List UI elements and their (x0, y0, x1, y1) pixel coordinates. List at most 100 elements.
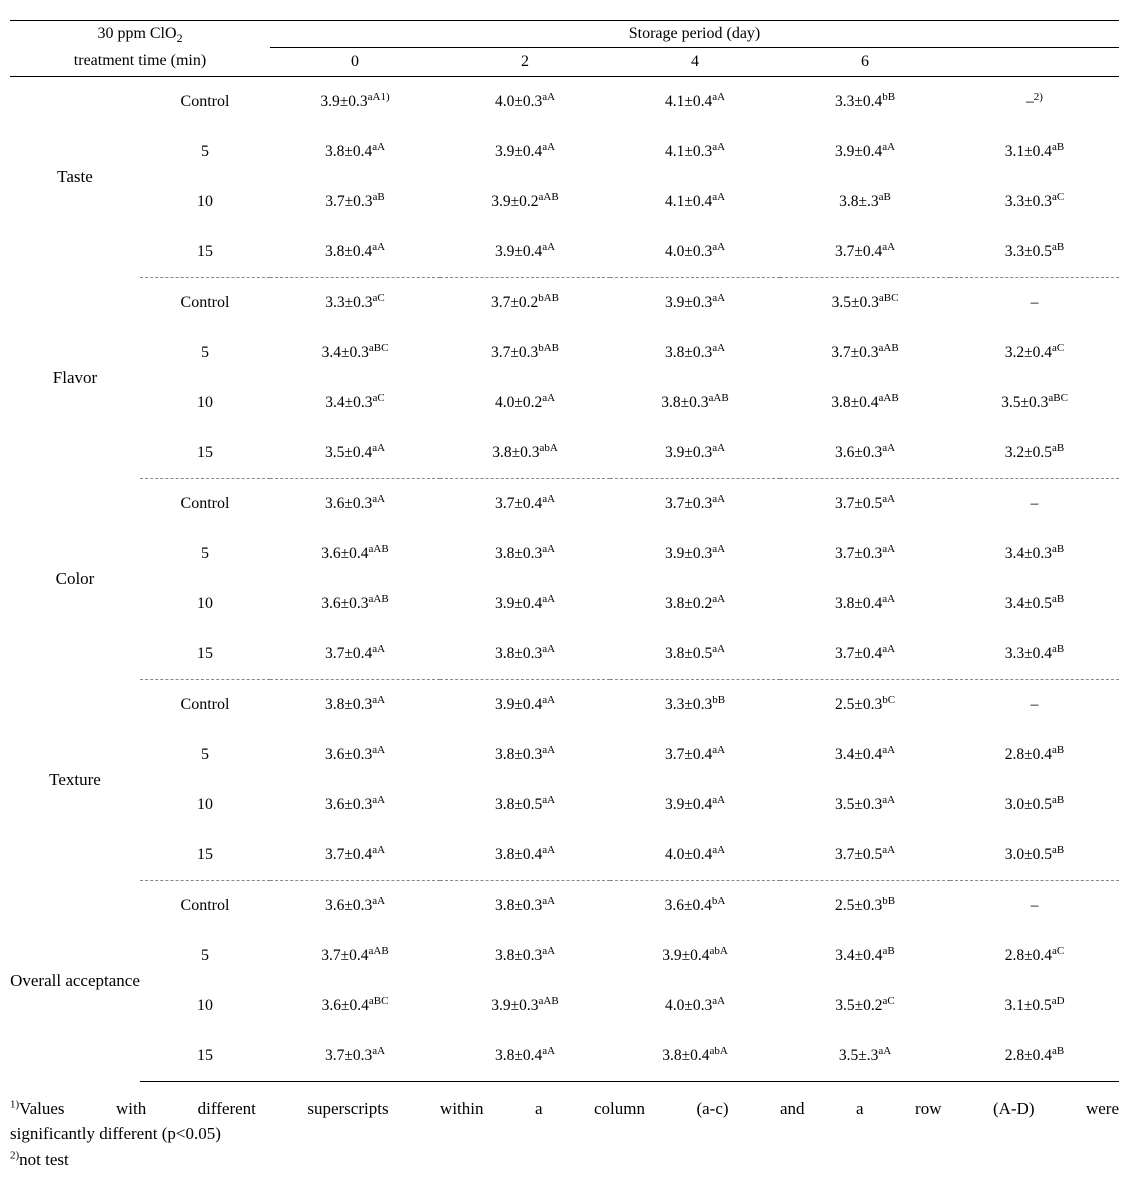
value-cell: 3.7±0.4aA (270, 629, 440, 680)
value-cell: 3.9±0.4aA (780, 127, 950, 177)
treatment-cell: 15 (140, 1031, 270, 1082)
attribute-cell: Taste (10, 76, 140, 277)
value-cell: 3.8±0.3aA (440, 629, 610, 680)
attribute-cell: Texture (10, 679, 140, 880)
value-cell: 3.5±0.4aA (270, 428, 440, 479)
value-cell: 4.0±0.3aA (610, 227, 780, 278)
value-cell: 3.7±0.5aA (780, 830, 950, 881)
value-cell: 3.7±0.5aA (780, 478, 950, 529)
value-cell: 4.0±0.3aA (610, 981, 780, 1031)
value-cell: 3.8±0.4aA (440, 830, 610, 881)
header-day-0: 0 (270, 48, 440, 77)
value-cell: 3.6±0.4aAB (270, 529, 440, 579)
value-cell: 3.9±0.3aA1) (270, 76, 440, 127)
value-cell: 3.7±0.3aA (780, 529, 950, 579)
value-cell: 3.2±0.5aB (950, 428, 1119, 479)
sensory-table: 30 ppm ClO2 Storage period (day) treatme… (10, 20, 1119, 1082)
value-cell: 3.6±0.3aA (270, 478, 440, 529)
value-cell: 4.1±0.3aA (610, 127, 780, 177)
header-day-6: 6 (780, 48, 950, 77)
value-cell: 3.9±0.3aAB (440, 981, 610, 1031)
value-cell: 3.8±0.4aAB (780, 378, 950, 428)
value-cell: 3.8±0.5aA (440, 780, 610, 830)
treatment-cell: 5 (140, 127, 270, 177)
value-cell: 3.8±0.3aA (440, 931, 610, 981)
value-cell: 4.0±0.2aA (440, 378, 610, 428)
value-cell: 3.6±0.4bA (610, 880, 780, 931)
footnote-1: 1)Valueswithdifferentsuperscriptswithina… (10, 1096, 1119, 1147)
value-cell: 3.5±0.2aC (780, 981, 950, 1031)
value-cell: 3.3±0.3aC (950, 177, 1119, 227)
value-cell: 3.9±0.3aA (610, 277, 780, 328)
treatment-cell: 15 (140, 830, 270, 881)
value-cell: 3.8±0.4aA (270, 227, 440, 278)
treatment-cell: 10 (140, 177, 270, 227)
header-left-line1: 30 ppm ClO2 (10, 21, 270, 48)
treatment-cell: 15 (140, 629, 270, 680)
value-cell: 3.7±0.3aA (270, 1031, 440, 1082)
value-cell: 3.5±0.3aA (780, 780, 950, 830)
value-cell: – (950, 880, 1119, 931)
treatment-cell: Control (140, 679, 270, 730)
value-cell: 3.8±0.3aA (610, 328, 780, 378)
value-cell: 4.0±0.4aA (610, 830, 780, 881)
value-cell: 3.8±0.3aA (440, 529, 610, 579)
value-cell: 2.8±0.4aC (950, 931, 1119, 981)
value-cell: 3.6±0.3aAB (270, 579, 440, 629)
treatment-cell: 15 (140, 428, 270, 479)
value-cell: 3.7±0.3aA (610, 478, 780, 529)
value-cell: 3.7±0.4aA (780, 227, 950, 278)
value-cell: 3.7±0.4aAB (270, 931, 440, 981)
treatment-cell: 10 (140, 981, 270, 1031)
value-cell: 3.4±0.4aB (780, 931, 950, 981)
value-cell: 3.5±0.3aBC (950, 378, 1119, 428)
value-cell: 3.8±0.2aA (610, 579, 780, 629)
value-cell: 3.7±0.4aA (440, 478, 610, 529)
value-cell: 3.1±0.5aD (950, 981, 1119, 1031)
value-cell: 3.3±0.3bB (610, 679, 780, 730)
value-cell: –2) (950, 76, 1119, 127)
treatment-cell: Control (140, 277, 270, 328)
value-cell: 3.8±0.3aA (440, 730, 610, 780)
header-storage: Storage period (day) (270, 21, 1119, 48)
value-cell: 3.7±0.3aB (270, 177, 440, 227)
treatment-cell: 5 (140, 328, 270, 378)
value-cell: 3.0±0.5aB (950, 830, 1119, 881)
treatment-cell: 15 (140, 227, 270, 278)
treatment-cell: Control (140, 880, 270, 931)
attribute-cell: Color (10, 478, 140, 679)
value-cell: 3.9±0.3aA (610, 529, 780, 579)
value-cell: 3.3±0.5aB (950, 227, 1119, 278)
value-cell: 3.0±0.5aB (950, 780, 1119, 830)
value-cell: 3.4±0.3aC (270, 378, 440, 428)
value-cell: 3.1±0.4aB (950, 127, 1119, 177)
value-cell: 3.4±0.5aB (950, 579, 1119, 629)
footnote-2: 2)not test (10, 1147, 1119, 1173)
value-cell: 3.2±0.4aC (950, 328, 1119, 378)
value-cell: 2.8±0.4aB (950, 1031, 1119, 1082)
attribute-cell: Flavor (10, 277, 140, 478)
value-cell: – (950, 478, 1119, 529)
value-cell: 4.1±0.4aA (610, 177, 780, 227)
value-cell: 3.8±0.3aA (440, 880, 610, 931)
value-cell: 3.9±0.4aA (440, 579, 610, 629)
treatment-cell: Control (140, 478, 270, 529)
value-cell: 3.8±0.5aA (610, 629, 780, 680)
value-cell: 3.3±0.4aB (950, 629, 1119, 680)
value-cell: 3.9±0.2aAB (440, 177, 610, 227)
value-cell: 3.7±0.4aA (270, 830, 440, 881)
value-cell: 2.5±0.3bC (780, 679, 950, 730)
value-cell: 3.8±0.4abA (610, 1031, 780, 1082)
value-cell: 3.7±0.3bAB (440, 328, 610, 378)
treatment-cell: 10 (140, 780, 270, 830)
value-cell: 3.9±0.4abA (610, 931, 780, 981)
treatment-cell: 10 (140, 378, 270, 428)
value-cell: 3.3±0.3aC (270, 277, 440, 328)
value-cell: 3.6±0.3aA (270, 780, 440, 830)
treatment-cell: Control (140, 76, 270, 127)
header-day-4: 4 (610, 48, 780, 77)
value-cell: 2.5±0.3bB (780, 880, 950, 931)
treatment-cell: 5 (140, 730, 270, 780)
value-cell: 3.8±0.3aAB (610, 378, 780, 428)
value-cell: 3.4±0.4aA (780, 730, 950, 780)
